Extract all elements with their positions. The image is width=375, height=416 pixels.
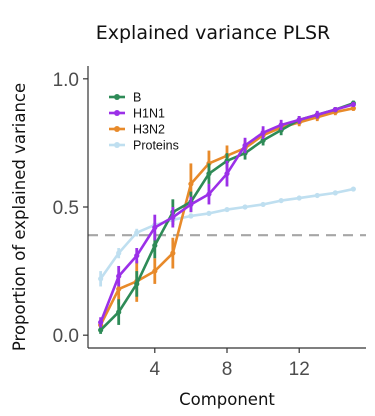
data-point-proteins [224,206,230,213]
data-point-h1n1 [98,319,104,325]
data-point-h1n1 [350,101,356,108]
data-point-proteins [350,186,356,192]
legend-label-b: B [133,91,141,105]
data-point-h1n1 [242,142,248,149]
data-point-b [116,309,122,315]
legend: B H1N1 H3N2 Proteins [109,91,179,153]
x-tick-label: 12 [289,359,310,380]
data-point-h1n1 [260,130,266,136]
data-point-proteins [278,197,284,204]
data-point-proteins [242,204,248,210]
data-point-proteins [296,195,302,201]
series-h1n1 [98,101,356,328]
data-point-h3n2 [116,286,122,292]
legend-marker-h3n2 [114,126,120,132]
data-point-proteins [98,276,104,282]
x-tick-label: 8 [222,359,233,380]
data-point-h1n1 [332,106,338,113]
x-axis-label: Component [179,390,275,409]
data-point-proteins [260,201,266,208]
axes: 0.0 0.5 1.0 4 8 12 [53,66,366,380]
x-tick-label: 4 [150,359,161,380]
legend-marker-proteins [114,142,120,148]
data-point-h1n1 [224,171,230,177]
data-point-proteins [332,190,338,196]
data-point-h3n2 [152,268,158,274]
data-point-h1n1 [206,191,212,197]
data-point-b [206,171,212,177]
data-point-b [152,242,158,249]
data-point-h1n1 [134,253,140,259]
data-point-h1n1 [116,273,122,279]
y-tick-label: 0.0 [53,326,79,347]
data-point-proteins [314,192,320,199]
legend-marker-b [114,94,120,100]
legend-marker-h1n1 [114,110,120,116]
y-axis-label: Proportion of explained variance [10,83,29,351]
data-point-h1n1 [314,112,320,118]
data-point-h3n2 [170,250,176,256]
data-point-h1n1 [188,201,194,208]
legend-label-h1n1: H1N1 [133,107,165,121]
data-point-proteins [188,213,194,219]
plot-area [88,100,366,334]
data-point-proteins [206,210,212,217]
data-point-proteins [134,230,140,236]
data-point-b [134,281,140,287]
y-tick-label: 0.5 [53,198,79,219]
data-point-h1n1 [170,214,176,220]
y-tick-label: 1.0 [53,70,79,91]
data-point-b [98,327,104,333]
data-point-proteins [116,250,122,256]
data-point-h1n1 [278,122,284,128]
chart-title: Explained variance PLSR [96,22,331,44]
data-point-h1n1 [296,117,302,123]
data-point-h3n2 [188,181,194,187]
series-line-h1n1 [99,103,354,323]
series-line-b [99,101,354,331]
data-point-h1n1 [152,224,158,231]
legend-label-proteins: Proteins [133,139,179,153]
legend-label-h3n2: H3N2 [133,123,165,137]
